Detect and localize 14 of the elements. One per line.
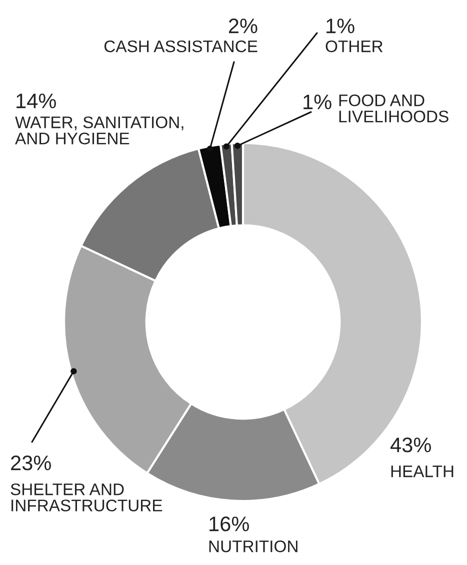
slice-label: CASH ASSISTANCE	[104, 40, 258, 52]
slice-label: SHELTER AND INFRASTRUCTURE	[10, 483, 162, 512]
slice-label: FOOD AND LIVELIHOODS	[339, 94, 448, 122]
data-label: 1%	[304, 94, 332, 110]
slice-label: OTHER	[326, 40, 383, 52]
slice-label: WATER, SANITATION, AND HYGIENE	[15, 116, 184, 144]
data-label: 2%	[228, 18, 258, 34]
data-label: 43%	[390, 438, 431, 452]
data-label: 23%	[11, 456, 51, 470]
slice-label: HEALTH	[391, 466, 454, 478]
data-label: 1%	[326, 18, 354, 34]
slice-label: NUTRITION	[209, 540, 298, 552]
data-label: 14%	[16, 94, 56, 108]
data-label: 16%	[210, 516, 249, 532]
